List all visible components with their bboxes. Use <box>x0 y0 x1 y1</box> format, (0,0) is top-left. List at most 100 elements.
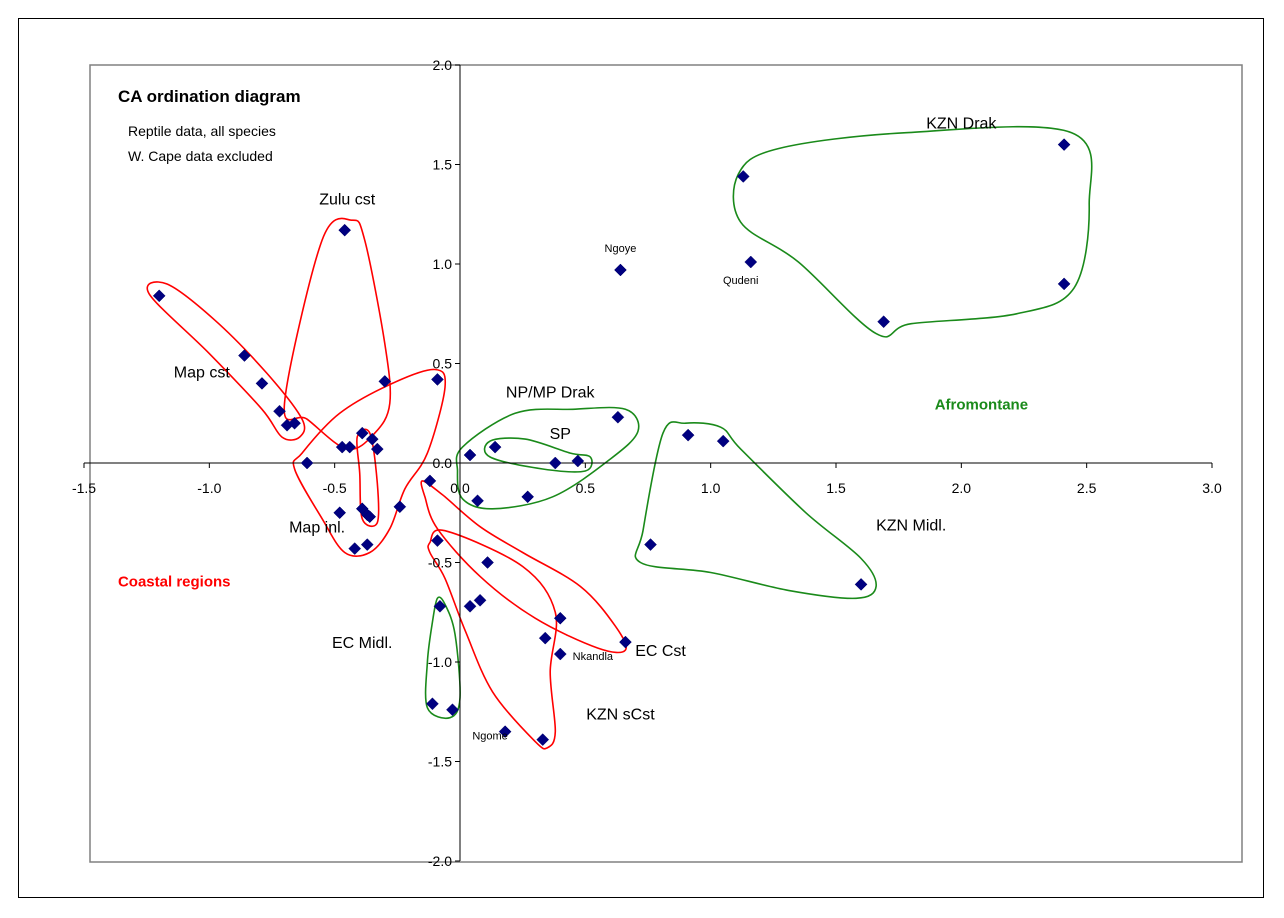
data-point <box>473 593 487 607</box>
chart-subtitle-line-2: W. Cape data excluded <box>128 148 273 164</box>
group-outline-6 <box>483 437 593 473</box>
data-point <box>488 440 502 454</box>
data-point <box>548 456 562 470</box>
data-point <box>553 647 567 661</box>
data-point <box>463 448 477 462</box>
y-tick-label: -1.0 <box>428 654 452 670</box>
data-point <box>273 404 286 418</box>
group-outline-7 <box>420 480 627 654</box>
data-point <box>471 494 484 508</box>
data-point <box>498 725 512 739</box>
data-point <box>363 510 377 524</box>
y-tick-label: -1.5 <box>428 754 452 770</box>
data-point <box>538 631 552 645</box>
labels: CA ordination diagram Reptile data, all … <box>118 87 1028 743</box>
data-point <box>433 599 447 613</box>
group-label: Coastal regions <box>118 573 231 590</box>
data-point <box>300 456 314 470</box>
data-point <box>360 538 374 551</box>
group-label: Afromontane <box>935 396 1028 413</box>
data-point <box>521 490 535 504</box>
chart-subtitle-line-1: Reptile data, all species <box>128 123 276 139</box>
data-point <box>1057 138 1071 151</box>
group-outline-4 <box>356 428 380 528</box>
x-tick-label: 2.5 <box>1077 480 1097 496</box>
data-point <box>611 410 625 424</box>
group-outline-8 <box>427 529 558 750</box>
data-point <box>619 635 632 649</box>
data-point <box>355 426 369 440</box>
data-point <box>343 440 357 454</box>
chart-title: CA ordination diagram <box>118 87 301 106</box>
group-outline-3 <box>292 368 447 557</box>
group-label: Map cst <box>174 364 231 381</box>
group-outline-5 <box>455 406 640 510</box>
x-tick-label: 1.0 <box>701 480 721 496</box>
data-point <box>481 556 494 569</box>
point-label: Ngoye <box>605 243 637 255</box>
axes: -1.5 -1.0 -0.5 0.0 0.5 1.0 1.5 2.0 2.5 3.0 -2.0 -1.… <box>72 57 1222 869</box>
data-point <box>716 434 730 448</box>
group-outline-1 <box>146 281 306 441</box>
data-point <box>238 349 251 362</box>
group-label: SP <box>550 426 571 443</box>
data-point <box>736 170 750 183</box>
data-point <box>536 733 550 746</box>
data-point <box>431 534 444 547</box>
group-label: EC Cst <box>635 643 686 660</box>
data-point <box>365 432 379 446</box>
data-point <box>423 474 437 488</box>
data-point <box>614 263 627 277</box>
point-label: Qudeni <box>723 275 758 287</box>
x-tick-label: 3.0 <box>1202 480 1222 496</box>
data-point <box>446 703 459 717</box>
data-point <box>431 373 444 386</box>
data-point <box>681 428 695 442</box>
data-point <box>854 578 868 591</box>
point-label: Nkandla <box>573 651 614 663</box>
data-point <box>644 538 657 551</box>
data-point <box>553 611 567 625</box>
group-label: KZN sCst <box>586 707 655 724</box>
data-point <box>744 255 758 269</box>
group-outline-2 <box>283 217 392 451</box>
group-outline-10 <box>732 125 1093 338</box>
x-tick-label: 0.5 <box>576 480 596 496</box>
data-point <box>1057 277 1071 291</box>
y-tick-label: -2.0 <box>428 853 452 869</box>
data-point <box>426 697 439 711</box>
group-label: EC Midl. <box>332 635 392 652</box>
x-tick-label: -1.5 <box>72 480 96 496</box>
data-point <box>571 454 585 468</box>
x-tick-label: -1.0 <box>197 480 221 496</box>
group-label: Zulu cst <box>319 191 376 208</box>
group-label: KZN Midl. <box>876 518 946 535</box>
group-outlines <box>146 125 1093 750</box>
data-point <box>333 506 347 520</box>
data-points <box>152 138 1071 746</box>
data-point <box>463 599 477 613</box>
y-tick-label: 0.5 <box>433 356 453 372</box>
data-point <box>378 375 392 388</box>
data-point <box>255 377 269 390</box>
data-point <box>877 315 890 329</box>
data-point <box>288 416 301 430</box>
y-tick-label: 1.0 <box>433 256 453 272</box>
data-point <box>338 223 352 237</box>
y-tick-label: 1.5 <box>433 157 453 173</box>
group-label: Map inl. <box>289 520 345 537</box>
group-label: KZN Drak <box>926 116 997 133</box>
x-tick-label: 1.5 <box>826 480 846 496</box>
y-tick-label: 2.0 <box>433 57 453 73</box>
group-outline-11 <box>634 421 877 600</box>
x-tick-label: -0.5 <box>323 480 347 496</box>
group-outline-9 <box>424 596 461 719</box>
x-tick-label: 2.0 <box>952 480 972 496</box>
group-label: NP/MP Drak <box>506 384 596 401</box>
data-point <box>393 500 407 514</box>
point-label: Ngome <box>472 731 507 743</box>
x-tick-label: 0.0 <box>450 480 470 496</box>
data-point <box>348 542 362 555</box>
data-point <box>152 289 166 303</box>
